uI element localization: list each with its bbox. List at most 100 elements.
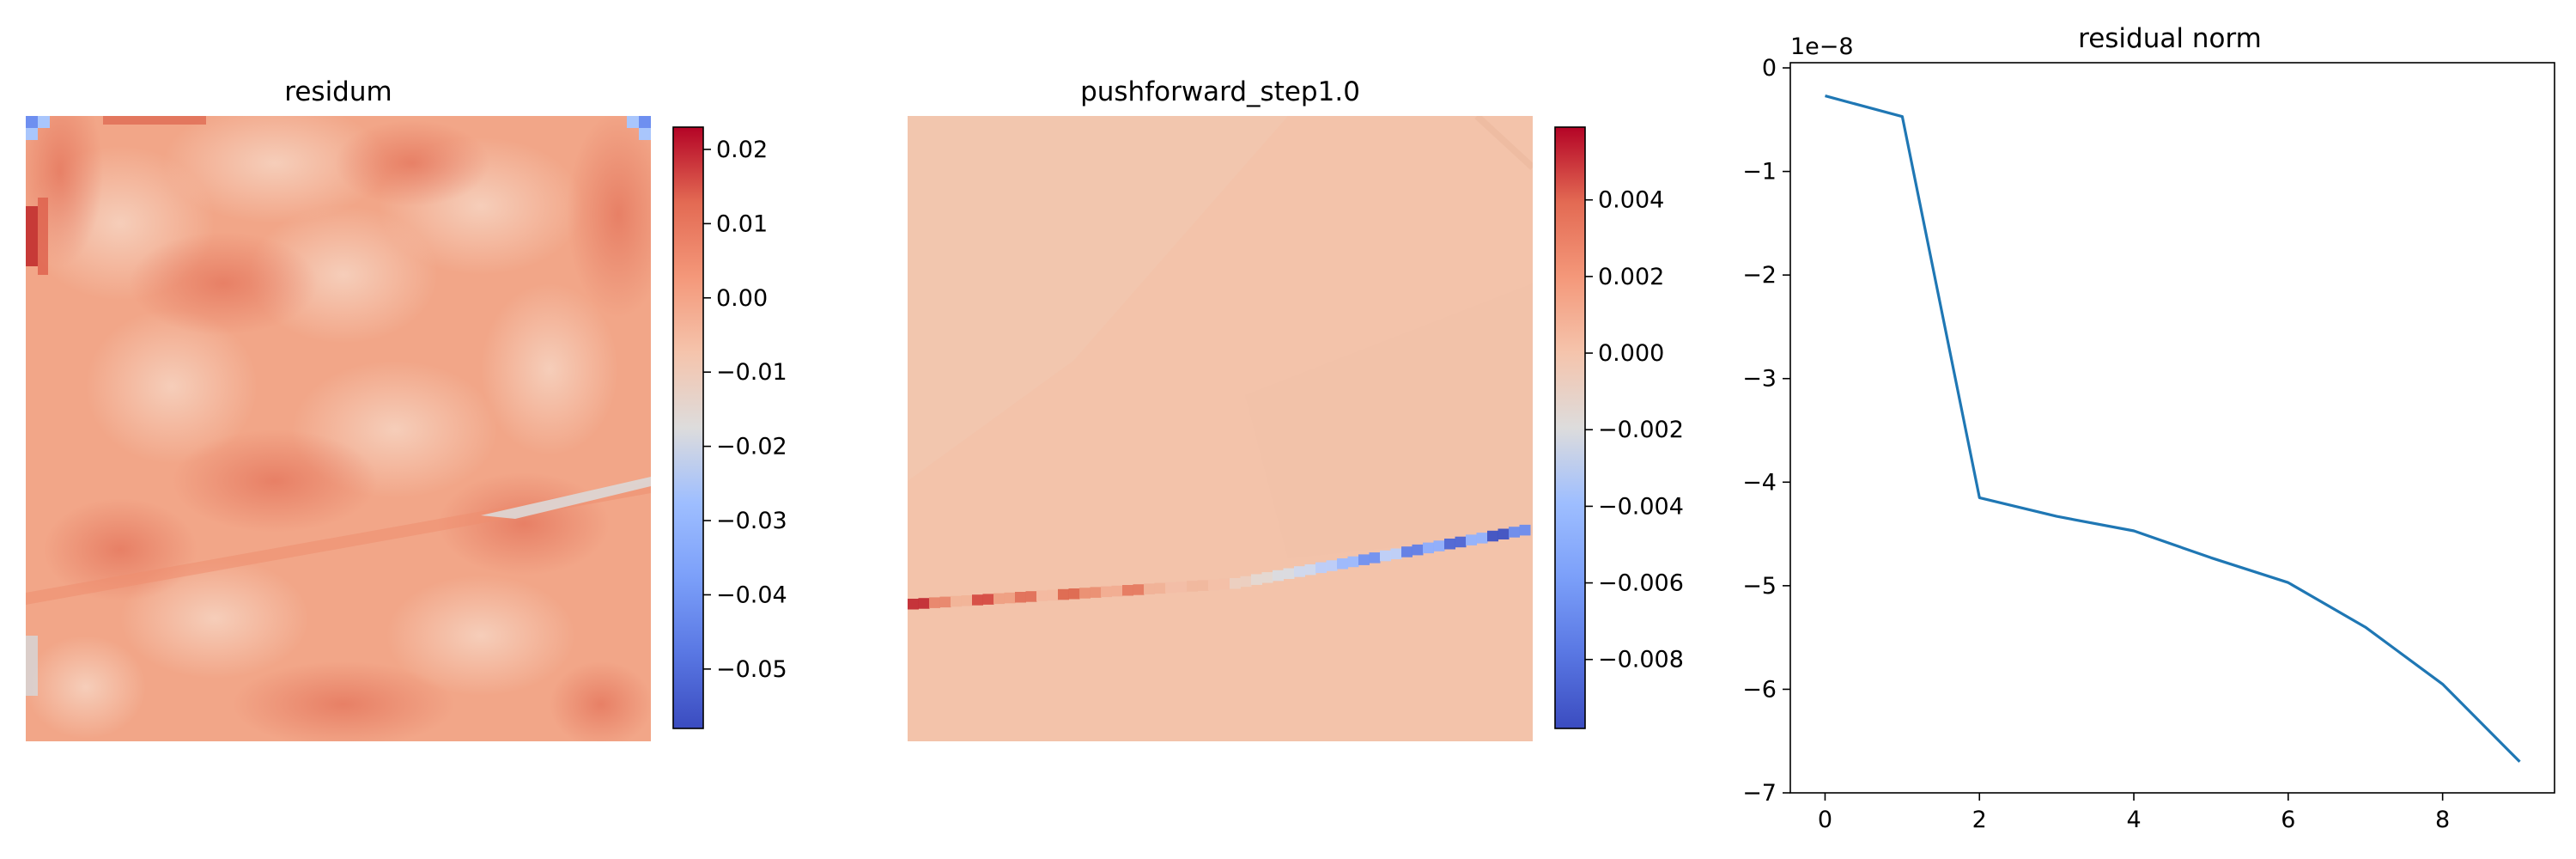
ridge-cell — [1144, 583, 1155, 594]
ridge-cell — [961, 595, 973, 606]
colorbar-tick-label: −0.05 — [716, 656, 787, 683]
ridge-cell — [1058, 588, 1069, 600]
y-tick-label: −5 — [1742, 573, 1777, 600]
panel-residual-norm: residual norm 1e−8 0 2 4 6 8 0 −1 −2 −3 −4 −5 −6 −7 — [1742, 23, 2555, 833]
ridge-cell — [1444, 539, 1455, 550]
colorbar-tick-label: −0.002 — [1598, 417, 1684, 443]
ridge-cell — [1423, 542, 1434, 554]
y-tick-label: −3 — [1742, 366, 1777, 393]
ridge-cell — [1230, 578, 1241, 589]
colorbar-ticks: 0.004 0.002 0.000 −0.002 −0.004 −0.006 −0.008 — [1585, 187, 1684, 673]
y-axis: 0 −1 −2 −3 −4 −5 −6 −7 — [1742, 55, 1790, 807]
ridge-cell — [908, 599, 919, 610]
panel-title: pushforward_step1.0 — [1080, 76, 1360, 107]
ridge-cell — [1187, 581, 1198, 592]
colorbar-tick-label: −0.01 — [716, 359, 787, 386]
ridge-cell — [1337, 558, 1348, 570]
colorbar-tick-label: −0.006 — [1598, 570, 1684, 597]
colorbar-tick-label: 0.000 — [1598, 340, 1664, 367]
ridge-cell — [1273, 570, 1284, 582]
y-tick-label: −6 — [1742, 676, 1777, 703]
colorbar: 0.02 0.01 0.00 −0.01 −0.02 −0.03 −0.04 −0.05 — [672, 126, 787, 729]
ridge-cell — [1390, 548, 1402, 559]
ridge-cell — [1197, 580, 1209, 591]
ridge-cell — [1208, 579, 1219, 591]
colorbar-tick-label: 0.002 — [1598, 264, 1664, 290]
ridge-cell — [939, 596, 951, 608]
ridge-cell — [1261, 572, 1273, 583]
x-tick-label: 4 — [2126, 807, 2141, 833]
ridge-cell — [1036, 590, 1048, 601]
panel-residum: residum — [26, 76, 787, 741]
colorbar-tick-label: −0.02 — [716, 434, 787, 460]
ridge-cell — [1283, 568, 1295, 579]
x-tick-label: 2 — [1972, 807, 1987, 833]
ridge-line — [908, 524, 1531, 610]
ridge-cell — [1004, 592, 1016, 604]
ridge-cell — [1111, 585, 1123, 597]
ridge-cell — [1025, 591, 1037, 602]
y-tick-label: −1 — [1742, 159, 1777, 186]
x-tick-label: 6 — [2281, 807, 2295, 833]
colorbar-tick-label: −0.004 — [1598, 493, 1684, 520]
ridge-cell — [1304, 564, 1316, 576]
ridge-cell — [1133, 584, 1145, 595]
ridge-cell — [1487, 530, 1498, 542]
colorbar-tick-label: 0.00 — [716, 285, 768, 312]
ridge-cell — [1294, 566, 1305, 577]
y-tick-label: −2 — [1742, 262, 1777, 289]
panel-title: residum — [284, 76, 392, 107]
ridge-cell — [1347, 556, 1359, 568]
ridge-cell — [929, 597, 940, 608]
ridge-cell — [1154, 582, 1166, 594]
ridge-cell — [1068, 588, 1080, 600]
ridge-cell — [1466, 534, 1477, 545]
ridge-cell — [1315, 562, 1327, 574]
ridge-cell — [1412, 544, 1424, 556]
ridge-cell — [1079, 588, 1091, 599]
ridge-cell — [1401, 546, 1413, 557]
ridge-cell — [1090, 587, 1102, 598]
ridge-cell — [1358, 554, 1370, 565]
ridge-cell — [1240, 576, 1252, 588]
ridge-cell — [951, 595, 962, 607]
ridge-cell — [1519, 524, 1531, 536]
ridge-cell — [972, 594, 983, 606]
plot-area — [1789, 62, 2555, 794]
ridge-cell — [1101, 586, 1112, 598]
colorbar-ticks: 0.02 0.01 0.00 −0.01 −0.02 −0.03 −0.04 −0.05 — [703, 137, 787, 683]
ridge-cell — [1433, 540, 1445, 551]
y-tick-label: −7 — [1742, 780, 1777, 807]
ridge-cell — [1015, 592, 1026, 603]
x-tick-label: 0 — [1818, 807, 1832, 833]
axis-offset-label: 1e−8 — [1790, 34, 1854, 60]
ridge-cell — [1455, 536, 1467, 548]
colorbar-tick-label: −0.04 — [716, 582, 787, 608]
heatmap-image — [908, 116, 1533, 741]
ridge-cell — [1047, 589, 1059, 601]
x-tick-label: 8 — [2435, 807, 2450, 833]
ridge-cell — [1476, 533, 1488, 544]
ridge-cell — [918, 598, 930, 609]
series-line — [1825, 94, 2521, 763]
ridge-cell — [1122, 585, 1133, 596]
ridge-cell — [982, 594, 994, 605]
ridge-cell — [1498, 528, 1510, 539]
y-tick-label: −4 — [1742, 469, 1777, 496]
heatmap-image — [26, 116, 651, 741]
y-tick-label: 0 — [1762, 55, 1777, 82]
ridge-cell — [1380, 550, 1391, 562]
colorbar-tick-label: 0.02 — [716, 137, 768, 163]
ridge-cell — [1176, 582, 1188, 593]
colorbar-tick-label: 0.004 — [1598, 187, 1664, 214]
colorbar: 0.004 0.002 0.000 −0.002 −0.004 −0.006 −0.008 — [1554, 126, 1684, 729]
ridge-cell — [1251, 574, 1262, 585]
colorbar-tick-label: −0.03 — [716, 508, 787, 534]
ridge-cell — [1326, 560, 1338, 571]
ridge-cell — [1165, 582, 1176, 594]
x-axis: 0 2 4 6 8 — [1818, 793, 2450, 833]
ridge-cell — [993, 593, 1005, 605]
panel-title: residual norm — [2078, 23, 2262, 54]
colorbar-tick-label: 0.01 — [716, 210, 768, 237]
